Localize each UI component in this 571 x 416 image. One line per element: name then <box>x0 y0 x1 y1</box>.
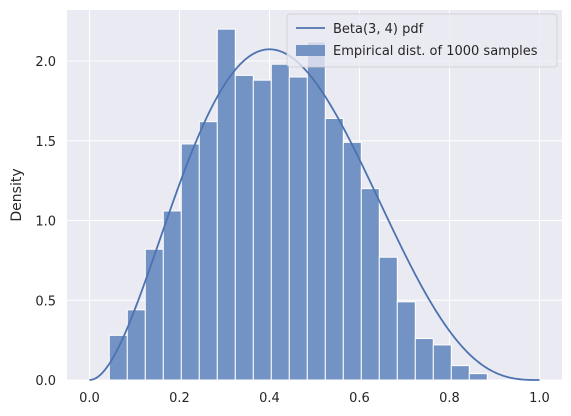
histogram-bar <box>234 74 254 381</box>
beta-pdf-line <box>89 48 540 381</box>
y-tick-label: 0.5 <box>35 294 56 309</box>
x-tick-label: 0.4 <box>259 391 280 406</box>
histogram-bar <box>432 344 452 381</box>
histogram-bar <box>414 338 434 381</box>
legend: Beta(3, 4) pdf Empirical dist. of 1000 s… <box>286 13 558 68</box>
x-tick-label: 0.8 <box>439 391 460 406</box>
y-tick-label: 1.0 <box>35 215 56 230</box>
histogram-bar <box>270 63 290 381</box>
histogram-bar <box>378 256 398 381</box>
x-tick-label: 0.2 <box>169 391 190 406</box>
x-tick-label: 0.0 <box>79 391 100 406</box>
histogram-bar <box>468 373 488 381</box>
x-tick-label: 1.0 <box>529 391 550 406</box>
y-tick-label: 2.0 <box>35 55 56 70</box>
histogram-bar <box>180 143 200 381</box>
legend-frame <box>286 13 558 68</box>
legend-label-pdf: Beta(3, 4) pdf <box>333 22 424 37</box>
histogram-bar <box>144 248 164 381</box>
histogram-bar <box>360 188 380 381</box>
histogram-bar <box>198 121 218 381</box>
y-axis-label: Density <box>9 168 25 221</box>
histogram-bar <box>108 334 128 381</box>
x-axis-ticks: 0.0 0.2 0.4 0.6 0.8 1.0 <box>79 391 550 406</box>
histogram-bar <box>396 301 416 381</box>
legend-label-histogram: Empirical dist. of 1000 samples <box>333 44 538 59</box>
histogram-bar <box>288 76 308 381</box>
histogram-bar <box>162 210 182 381</box>
histogram-bar <box>450 365 470 381</box>
legend-bar-swatch <box>296 45 325 56</box>
histogram-bar <box>342 141 362 381</box>
histogram-bars <box>108 28 488 381</box>
x-tick-label: 0.6 <box>349 391 370 406</box>
y-axis-ticks: 0.0 0.5 1.0 1.5 2.0 <box>35 55 56 389</box>
histogram-bar <box>252 79 272 381</box>
y-tick-label: 1.5 <box>35 135 56 150</box>
y-tick-label: 0.0 <box>35 374 56 389</box>
histogram-bar <box>324 117 344 381</box>
